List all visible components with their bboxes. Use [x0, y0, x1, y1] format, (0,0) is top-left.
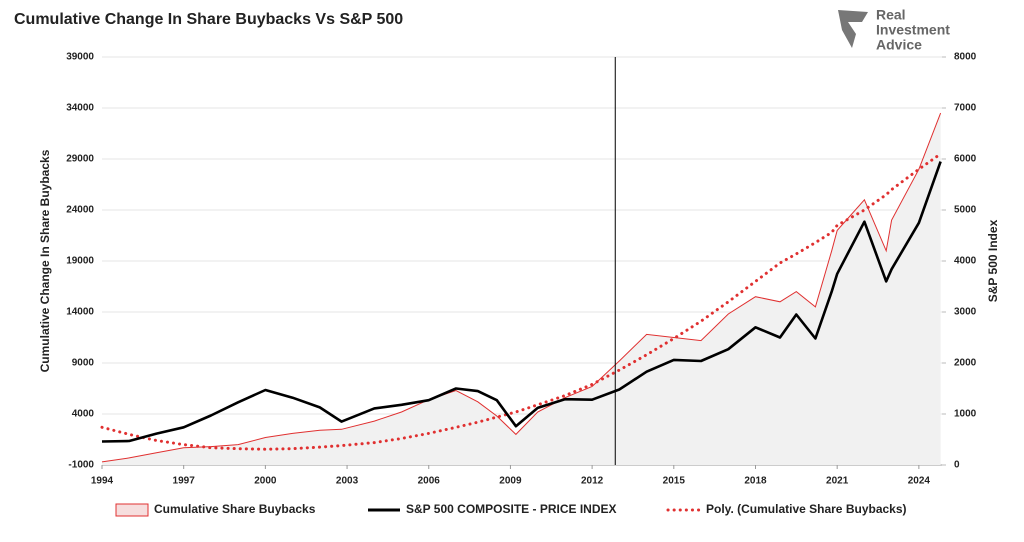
x-tick-label: 2018	[744, 476, 767, 487]
y2-tick-label: 4000	[954, 256, 977, 267]
y2-tick-label: 0	[954, 460, 960, 471]
logo-text: Investment	[876, 22, 950, 38]
y-tick-label: 34000	[66, 103, 94, 114]
y-tick-label: 4000	[72, 409, 95, 420]
y2-tick-label: 7000	[954, 103, 977, 114]
legend-label: Cumulative Share Buybacks	[154, 502, 316, 516]
legend-item: S&P 500 COMPOSITE - PRICE INDEX	[368, 502, 617, 516]
y-tick-label: 14000	[66, 307, 94, 318]
y2-tick-label: 1000	[954, 409, 977, 420]
y2-tick-label: 8000	[954, 52, 977, 63]
legend-label: S&P 500 COMPOSITE - PRICE INDEX	[406, 502, 617, 516]
x-tick-label: 2012	[581, 476, 604, 487]
x-tick-label: 2000	[254, 476, 277, 487]
y-tick-label: 19000	[66, 256, 94, 267]
buyback-area	[102, 113, 941, 465]
x-tick-label: 2003	[336, 476, 359, 487]
logo-icon	[838, 10, 868, 48]
y-tick-label: 24000	[66, 205, 94, 216]
x-tick-label: 2021	[826, 476, 849, 487]
y2-tick-label: 2000	[954, 358, 977, 369]
chart-title: Cumulative Change In Share Buybacks Vs S…	[14, 11, 403, 28]
y2-tick-label: 6000	[954, 154, 977, 165]
y-tick-label: 39000	[66, 52, 94, 63]
y-tick-label: -1000	[68, 460, 94, 471]
trend-line	[100, 152, 943, 451]
y2-tick-label: 5000	[954, 205, 977, 216]
x-tick-label: 1994	[91, 476, 114, 487]
y2-tick-label: 3000	[954, 307, 977, 318]
x-tick-label: 2015	[663, 476, 686, 487]
logo: Real Investment Advice	[838, 7, 950, 53]
x-tick-label: 2024	[908, 476, 931, 487]
legend-item: Cumulative Share Buybacks	[115, 502, 316, 517]
x-tick-label: 2009	[499, 476, 522, 487]
legend-item: Poly. (Cumulative Share Buybacks)	[666, 502, 907, 516]
x-tick-label: 2006	[418, 476, 441, 487]
y2-axis-label: S&P 500 Index	[986, 219, 1000, 302]
y-tick-label: 29000	[66, 154, 94, 165]
sp500-line	[101, 161, 942, 443]
y-tick-label: 9000	[72, 358, 95, 369]
legend-swatch	[115, 503, 149, 517]
logo-text: Advice	[876, 37, 922, 53]
logo-text: Real	[876, 7, 906, 23]
y-axis-label: Cumulative Change In Share Buybacks	[38, 149, 52, 372]
legend-label: Poly. (Cumulative Share Buybacks)	[706, 502, 907, 516]
x-tick-label: 1997	[173, 476, 196, 487]
